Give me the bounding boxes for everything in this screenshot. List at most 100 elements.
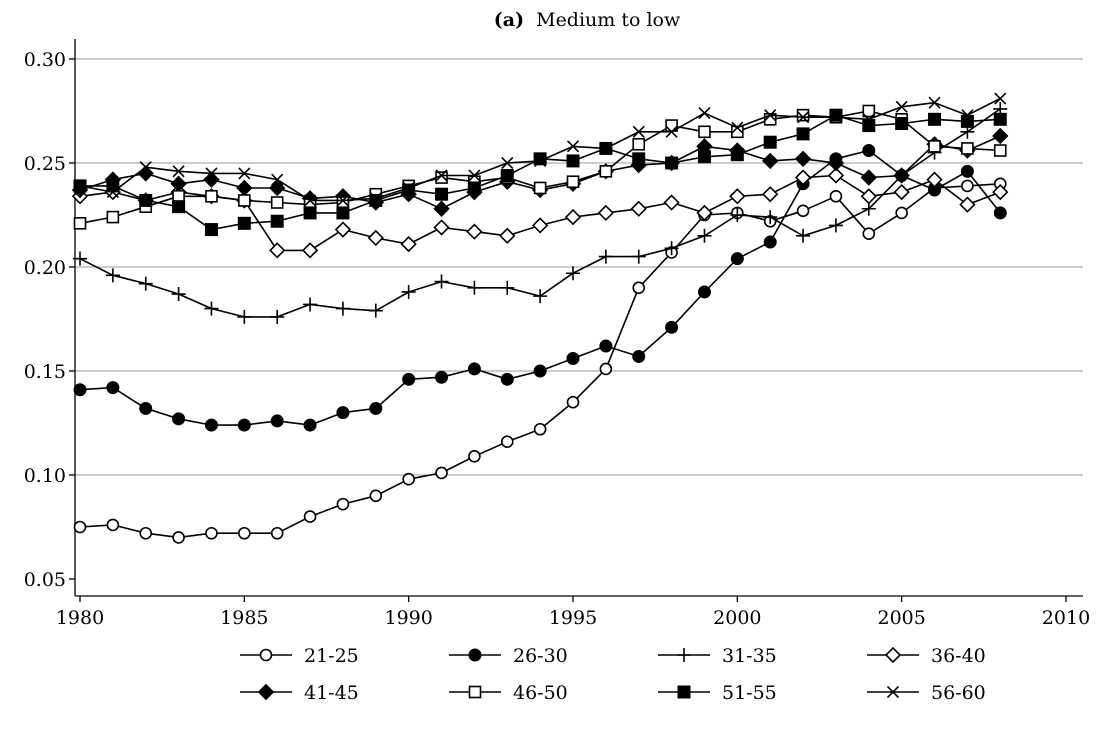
marker-shape — [632, 152, 646, 166]
marker-shape — [663, 194, 680, 211]
data-point — [369, 401, 383, 415]
data-point — [566, 395, 580, 409]
data-point — [106, 518, 120, 532]
data-point — [993, 206, 1007, 220]
marker-shape — [599, 165, 613, 178]
legend-label: 41-45 — [304, 682, 359, 704]
data-point — [170, 175, 187, 193]
chart-title-text: Medium to low — [536, 9, 681, 31]
marker-shape — [597, 204, 614, 222]
marker-shape — [697, 285, 711, 299]
data-point — [566, 266, 580, 281]
data-point — [369, 489, 383, 503]
data-point — [959, 196, 976, 213]
marker-shape — [796, 127, 810, 141]
marker-shape — [501, 156, 514, 170]
marker-shape — [533, 422, 547, 436]
data-point — [794, 169, 812, 186]
marker-shape — [500, 372, 514, 386]
marker-shape — [204, 223, 218, 237]
data-point — [73, 383, 87, 397]
data-point — [205, 167, 218, 180]
marker-shape — [665, 125, 678, 138]
data-point — [961, 142, 974, 155]
data-point — [106, 210, 120, 224]
data-point — [731, 121, 744, 134]
marker-shape — [928, 96, 941, 109]
data-point — [401, 284, 416, 299]
data-point — [566, 140, 580, 153]
data-point — [597, 204, 614, 222]
legend-item: 26-30 — [449, 645, 568, 667]
marker-shape — [468, 169, 481, 182]
data-point — [106, 179, 120, 193]
data-point — [368, 303, 383, 318]
y-tick-label: 0.20 — [24, 257, 66, 279]
marker-shape — [139, 161, 152, 174]
legend-item: 56-60 — [867, 682, 986, 704]
data-point — [631, 249, 646, 264]
marker-shape — [205, 189, 218, 203]
marker-shape — [677, 685, 691, 699]
data-point — [697, 228, 712, 243]
legend-label: 51-55 — [722, 682, 777, 704]
data-point — [961, 179, 974, 193]
marker-shape — [632, 349, 646, 363]
legend-marker — [257, 683, 275, 701]
data-point — [204, 223, 218, 237]
marker-shape — [237, 216, 251, 230]
series-56-60 — [73, 92, 1007, 207]
data-point — [632, 152, 646, 166]
data-point — [599, 142, 612, 155]
marker-shape — [632, 125, 645, 138]
data-point — [172, 200, 186, 214]
data-point — [960, 164, 974, 178]
data-point — [564, 208, 582, 226]
data-point — [106, 381, 120, 395]
marker-shape — [334, 221, 352, 238]
marker-shape — [435, 370, 449, 384]
data-point — [664, 241, 679, 256]
data-point — [467, 280, 482, 295]
marker-shape — [534, 154, 547, 167]
legend-label: 46-50 — [513, 682, 568, 704]
data-point — [763, 210, 778, 225]
data-point — [862, 119, 876, 133]
data-point — [895, 206, 908, 220]
data-point — [238, 194, 251, 207]
data-point — [599, 165, 613, 178]
data-point — [533, 181, 547, 195]
data-point — [827, 167, 845, 184]
data-point — [336, 406, 350, 420]
marker-shape — [402, 181, 415, 195]
marker-shape — [862, 113, 875, 126]
marker-shape — [959, 196, 976, 213]
data-point — [598, 249, 613, 264]
marker-shape — [960, 114, 974, 128]
data-point — [893, 167, 910, 184]
marker-shape — [238, 526, 251, 540]
marker-shape — [564, 208, 582, 226]
marker-shape — [401, 284, 416, 299]
marker-shape — [566, 154, 580, 168]
marker-shape — [566, 266, 580, 281]
data-point — [106, 186, 119, 199]
data-point — [500, 372, 514, 386]
marker-shape — [731, 125, 744, 139]
marker-shape — [696, 204, 713, 222]
data-point — [763, 113, 777, 126]
marker-shape — [73, 179, 87, 192]
marker-shape — [860, 169, 878, 186]
data-point — [697, 285, 711, 299]
data-point — [827, 154, 845, 172]
marker-shape — [993, 144, 1007, 157]
data-point — [303, 418, 317, 432]
marker-shape — [73, 217, 87, 230]
marker-shape — [402, 472, 415, 486]
marker-shape — [893, 167, 910, 184]
marker-shape — [862, 227, 876, 241]
data-point — [697, 150, 711, 164]
y-tick-label: 0.25 — [24, 153, 66, 175]
data-point — [533, 364, 547, 378]
marker-shape — [468, 648, 482, 662]
